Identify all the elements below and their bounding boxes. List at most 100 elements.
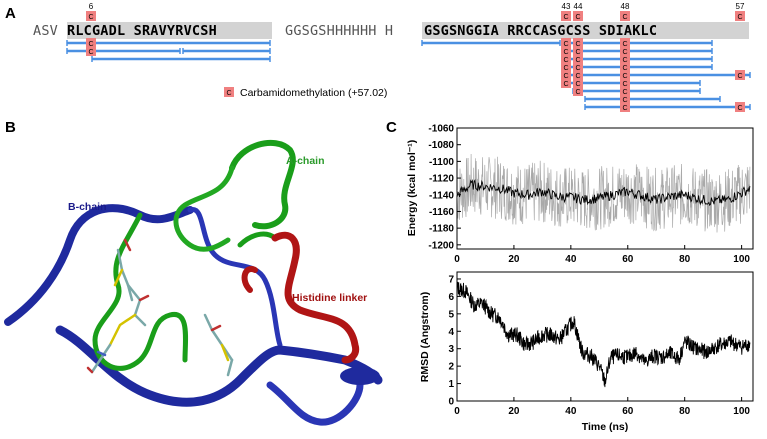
peptide-10-mod-3-symbol: C [622,73,627,80]
top-mod-2-symbol: C [563,14,568,21]
peptide-coverage-bars [66,40,751,110]
top-mod-3-box [573,11,583,21]
top-mod-5-box [735,11,745,21]
energy-average-line [456,178,751,207]
peptide-12-mod-2-box [573,86,583,96]
peptide-14-mod-4-symbol: C [737,105,742,112]
peptide-10-mod-1-symbol: C [563,73,568,80]
xtick-label-60: 60 [622,406,634,417]
top-mod-5-symbol: C [737,14,742,21]
peptide-11-mod-2-symbol: C [575,81,580,88]
peptide-11-mod-1-symbol: C [563,81,568,88]
ytick-label--1100: -1100 [429,157,454,168]
top-mod-1-box [86,11,96,21]
xtick-label-100: 100 [733,254,750,265]
a-chain-tube-1 [229,139,296,230]
xtick-label-0: 0 [454,406,460,417]
histidine-linker-tube-2 [241,266,258,293]
xtick-label-20: 20 [508,406,520,417]
a-chain-tube-4 [237,231,278,248]
legend-mod-symbol: C [226,90,231,97]
sequence-line: ASV RLCGADL SRAVYRVCSH GGSGSHHHHHH H GSG… [33,23,657,39]
histidine-linker-tube [271,231,360,364]
peptide-7-mod-1-box [561,46,571,56]
energy-y-axis-label: Energy (kcal mol⁻¹) [406,140,418,237]
xtick-label-80: 80 [679,406,691,417]
peptide-6-mod-3-symbol: C [622,41,627,48]
seq-shade-b-chain [422,22,749,39]
seq-group-3: GGSGSHHHHHH H [285,23,393,39]
ytick-label-7: 7 [448,274,454,285]
peptide-6-mod-1-symbol: C [563,41,568,48]
peptide-10-mod-3-box [620,70,630,80]
seq-shade-a-chain [67,22,272,39]
peptide-14-mod-4-box [735,102,745,112]
b-chain-tube-4 [266,381,364,426]
peptide-14-mod-3-box [620,102,630,112]
energy-raw-trace [456,153,751,233]
b-chain-tube-1 [4,204,194,326]
b-chain-tube-2 [187,207,283,348]
peptide-12-mod-3-symbol: C [622,89,627,96]
xtick-label-40: 40 [565,254,577,265]
cys-position-48: 48 [621,2,630,11]
protein-structure [4,139,383,426]
ytick-label--1060: -1060 [428,124,454,135]
top-mod-4-box [620,11,630,21]
energy-y-ticks: -1060 -1080 -1100 -1120 -1140 -1160 -1180 -1200 [428,124,461,251]
a-chain-tube-2 [173,165,235,252]
peptide-12-mod-3-box [620,86,630,96]
peptide-10-mod-2-box [573,70,583,80]
peptide-2-mod-0-box [86,46,96,56]
peptide-6-mod-2-symbol: C [575,41,580,48]
peptide-8-mod-1-box [561,54,571,64]
top-mod-4-symbol: C [622,14,627,21]
legend-text: Carbamidomethylation (+57.02) [240,87,387,99]
rmsd-y-ticks: 0 1 2 3 4 5 6 7 [448,274,461,408]
rmsd-chart: 0 1 2 3 4 5 6 7 0 20 40 60 80 100 RMSD (Angstrom) Ti… [419,271,754,433]
peptide-10-mod-1-box [561,70,571,80]
peptide-9-mod-2-symbol: C [575,65,580,72]
peptide-8-mod-3-symbol: C [622,57,627,64]
peptide-12-mod-2-symbol: C [575,89,580,96]
ytick-label--1180: -1180 [429,224,454,235]
peptide-6-mod-3-box [620,38,630,48]
peptide-7-mod-2-box [573,46,583,56]
seq-group-4: GSGSNGGIA RRCCASGCSS SDIAKLC [424,23,657,39]
peptide-1-mod-0-box [86,38,96,48]
xtick-label-80: 80 [679,254,691,265]
peptide-11-mod-1-box [561,78,571,88]
peptide-8-mod-2-symbol: C [575,57,580,64]
a-chain-tube-3 [92,212,189,371]
peptide-9-mod-2-box [573,62,583,72]
label-histidine-linker: Histidine linker [292,292,367,304]
top-mod-1-symbol: C [88,14,93,21]
peptide-8-mod-2-box [573,54,583,64]
ytick-label-2: 2 [448,362,454,373]
ytick-label-0: 0 [448,397,454,408]
ytick-label-1: 1 [448,379,454,390]
peptide-13-mod-3-box [620,94,630,104]
energy-raw-band [456,153,751,233]
ytick-label--1140: -1140 [429,190,454,201]
peptide-11-mod-3-box [620,78,630,88]
seq-group-2: RLCGADL SRAVYRVCSH [67,23,217,39]
energy-chart: -1060 -1080 -1100 -1120 -1140 -1160 -1180 -1200… [406,124,754,265]
peptide-11-mod-3-symbol: C [622,81,627,88]
ytick-label-4: 4 [448,327,454,338]
cys-position-43: 43 [562,2,571,11]
xtick-label-100: 100 [733,406,750,417]
top-mod-3-symbol: C [575,14,580,21]
xtick-label-0: 0 [454,254,460,265]
peptide-13-mod-3-symbol: C [622,97,627,104]
peptide-6-mod-2-box [573,38,583,48]
rmsd-x-axis-label: Time (ns) [582,421,628,433]
peptide-9-mod-3-box [620,62,630,72]
peptide-8-mod-1-symbol: C [563,57,568,64]
peptide-7-mod-3-symbol: C [622,49,627,56]
peptide-modification-markers: CCC C CC C CC C CC C CC C C CC C CC CCC C [86,38,745,112]
cys-position-57: 57 [736,2,745,11]
energy-series-line [456,178,751,207]
peptide-10-mod-2-symbol: C [575,73,580,80]
